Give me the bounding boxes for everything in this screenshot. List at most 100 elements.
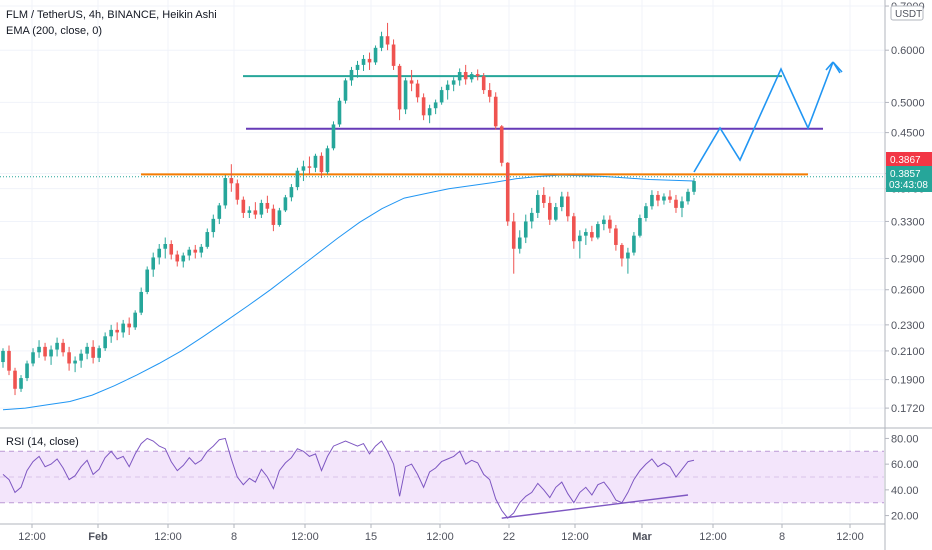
level-price-tag: 0.3867 (886, 152, 932, 166)
rsi-tick-label: 20.00 (891, 511, 919, 523)
rsi-pane (0, 437, 884, 519)
candle-body (427, 108, 432, 116)
candle-body (127, 323, 131, 328)
candle-body (319, 155, 324, 173)
candle-body (457, 72, 462, 81)
candle-body (235, 183, 240, 200)
candle-body (560, 196, 564, 208)
candle-body (361, 58, 366, 65)
candle-body (523, 221, 528, 238)
rsi-legend[interactable]: RSI (14, close) (6, 436, 79, 448)
projection-path (693, 61, 843, 173)
candle-body (289, 187, 294, 198)
time-tick-label: 12:00 (699, 531, 727, 543)
ema-legend[interactable]: EMA (200, close, 0) (6, 25, 102, 37)
time-tick-label: 12:00 (561, 531, 589, 543)
candle-countdown: 03:43:08 (889, 180, 928, 191)
candle-body (337, 100, 342, 125)
price-tick-label: 0.3300 (891, 216, 925, 228)
candle-body (608, 219, 612, 229)
candle-body (572, 216, 576, 242)
projection-arrowhead (825, 61, 843, 74)
projection-zigzag (693, 61, 834, 173)
time-tick-label: 12:00 (836, 531, 864, 543)
candle-body (517, 237, 522, 249)
price-tick-label: 0.4500 (891, 128, 925, 140)
candle-body (391, 44, 396, 66)
candle-body (590, 232, 594, 238)
candle-body (469, 74, 474, 80)
candle-body (211, 218, 216, 233)
candle-body (373, 47, 378, 63)
candle-body (602, 219, 606, 225)
candle-body (638, 217, 642, 236)
candle-body (614, 228, 618, 245)
candle-body (632, 235, 636, 253)
candle-body (626, 252, 630, 259)
candle-body (475, 74, 480, 77)
candle-body (662, 196, 666, 201)
time-tick-label: 22 (503, 531, 515, 543)
time-tick-label: 8 (231, 531, 237, 543)
ema-line (2, 174, 695, 411)
candle-body (253, 210, 258, 215)
candle-body (343, 80, 348, 101)
candle-body (415, 83, 420, 98)
candle-body (247, 210, 252, 213)
time-tick-label: 12:00 (291, 531, 319, 543)
candle-body (644, 206, 648, 218)
candle-body (229, 178, 234, 184)
price-tick-label: 0.6000 (891, 45, 925, 57)
candle-body (409, 80, 414, 84)
candle-body (151, 257, 156, 270)
price-tick-label: 0.2300 (891, 320, 925, 332)
candle-body (223, 178, 228, 206)
candle-body (349, 69, 354, 81)
candle-body (169, 244, 174, 255)
candle-body (241, 199, 246, 213)
candle-body (199, 246, 204, 253)
candle-body (481, 76, 486, 91)
candle-body (277, 210, 282, 225)
candle-body (403, 80, 408, 110)
candle-body (175, 254, 180, 262)
candle-body (73, 360, 77, 364)
chart-title[interactable]: FLM / TetherUS, 4h, BINANCE, Heikin Ashi (6, 9, 217, 21)
rsi-tick-label: 60.00 (891, 459, 919, 471)
candle-body (421, 97, 426, 116)
candle-body (439, 90, 444, 103)
candle-body (596, 224, 600, 238)
candle-body (331, 124, 336, 149)
candle-body (650, 194, 654, 207)
time-axis[interactable]: 12:00 Feb 12:00 8 12:00 15 12:00 22 12:00 Mar 12:0… (18, 524, 864, 543)
price-tick-label: 0.1900 (891, 375, 925, 387)
candle-body (433, 102, 438, 109)
currency-badge[interactable]: USDT (890, 5, 924, 21)
candle-body (511, 221, 516, 249)
time-tick-label: 15 (365, 531, 377, 543)
candle-body (487, 90, 492, 97)
candle-body (493, 96, 498, 127)
candle-body (553, 207, 558, 220)
candle-body (271, 208, 276, 225)
candle-body (529, 212, 534, 222)
candle-body (686, 191, 690, 202)
rsi-axis[interactable]: 80.00 60.00 40.00 20.00 (885, 433, 919, 523)
candle-body (181, 255, 186, 262)
last-price-label: 0.3857 (890, 169, 921, 180)
candle-body (217, 205, 222, 219)
rsi-tick-label: 40.00 (891, 485, 919, 497)
candle-body (49, 349, 53, 357)
candle-body (355, 64, 360, 70)
candle-body (7, 350, 11, 371)
candle-body (13, 370, 17, 389)
candle-body (259, 202, 264, 215)
candle-body (193, 249, 198, 253)
candle-body (379, 36, 384, 48)
candle-body (367, 58, 372, 63)
price-tick-label: 0.2600 (891, 285, 925, 297)
price-axis[interactable]: 0.70000.60000.50000.45000.39000.37000.33… (885, 1, 925, 415)
candle-body (79, 353, 83, 361)
time-tick-label: 12:00 (18, 531, 46, 543)
